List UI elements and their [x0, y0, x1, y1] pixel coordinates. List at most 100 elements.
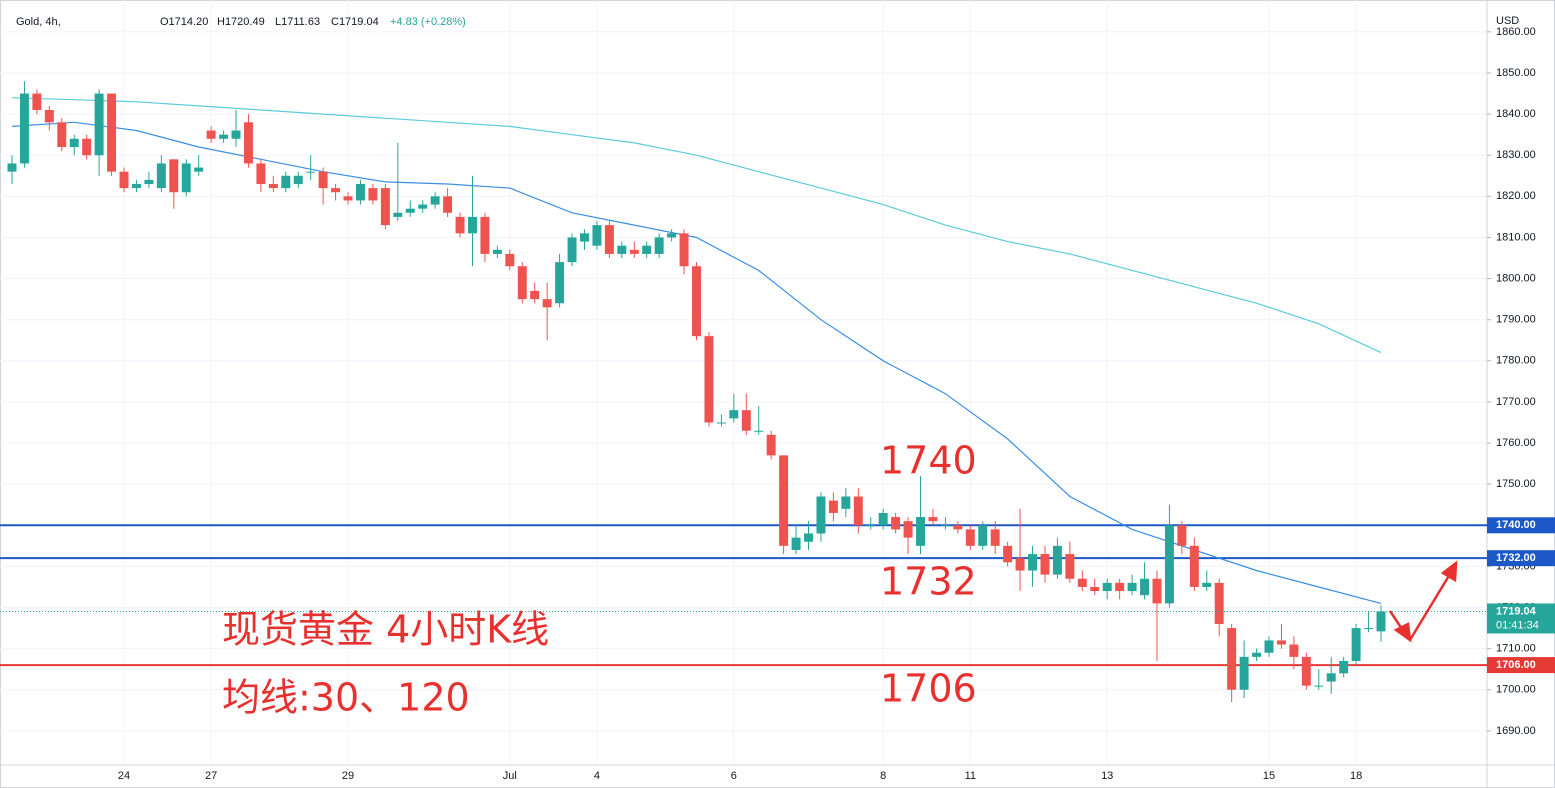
ohlc-low: L1711.63	[275, 16, 320, 28]
candle-body	[1177, 525, 1187, 546]
x-tick-label: Jul	[503, 770, 517, 782]
candle-body	[505, 253, 515, 267]
candle-body	[891, 517, 901, 530]
candle-body	[816, 496, 826, 534]
level-price-label: 1732.00	[1496, 552, 1536, 564]
candle-body	[542, 299, 552, 308]
candle-body	[617, 245, 627, 254]
currency: USD	[1496, 15, 1519, 27]
candle-body	[592, 225, 602, 246]
ohlc-close: C1719.04	[331, 16, 379, 28]
candle-body	[629, 249, 639, 254]
candle-body	[343, 196, 353, 201]
y-tick-label: 1750.00	[1496, 478, 1536, 490]
candle-body	[1115, 582, 1125, 592]
y-tick-label: 1800.00	[1496, 272, 1536, 284]
candle-body	[1239, 656, 1249, 690]
arrow-up	[1408, 573, 1452, 641]
arrow-head	[1440, 560, 1458, 583]
ohlc-open: O1714.20	[160, 16, 208, 28]
candle-body	[206, 130, 216, 139]
candle-body	[268, 184, 278, 189]
y-tick-label: 1850.00	[1496, 67, 1536, 79]
y-tick-label: 1790.00	[1496, 314, 1536, 326]
candle-body	[1189, 545, 1199, 587]
y-tick-label: 1690.00	[1496, 725, 1536, 737]
candle-body	[1214, 582, 1224, 624]
annotation: 现货黄金 4小时K线	[222, 608, 549, 652]
candle-body	[156, 163, 166, 189]
candle-body	[1003, 545, 1013, 563]
candle-body	[1227, 628, 1237, 690]
candle-body	[430, 196, 440, 205]
candle-body	[355, 184, 365, 201]
y-tick-label: 1760.00	[1496, 437, 1536, 449]
candle-body	[393, 212, 403, 217]
moving-average	[11, 97, 1382, 354]
candle-body	[1102, 582, 1112, 592]
candle-body	[1339, 660, 1349, 674]
candle-body	[654, 237, 664, 254]
ohlc-change: +4.83 (+0.28%)	[390, 16, 466, 28]
moving-average	[11, 121, 1382, 604]
y-tick-label: 1770.00	[1496, 396, 1536, 408]
candle-body	[1052, 545, 1062, 575]
candle-body	[331, 188, 341, 193]
candle-body	[306, 171, 316, 173]
candle-body	[1164, 525, 1174, 604]
level-price-box	[1487, 517, 1555, 534]
candle-body	[1264, 640, 1274, 653]
candle-body	[903, 521, 913, 538]
candle-body	[804, 533, 813, 542]
candle-body	[19, 93, 29, 164]
candle-body	[1289, 644, 1299, 657]
candle-body	[181, 163, 191, 193]
annotation: 1740	[880, 439, 977, 483]
candle-body	[555, 262, 565, 304]
candle-body	[704, 336, 714, 423]
y-tick-label: 1810.00	[1496, 231, 1536, 243]
candle-body	[57, 122, 67, 147]
candle-body	[766, 434, 776, 456]
x-tick-label: 11	[965, 770, 976, 782]
level-price-label: 1706.00	[1496, 659, 1536, 671]
candle-body	[1015, 558, 1025, 571]
candle-body	[1351, 628, 1361, 661]
candle-body	[368, 188, 378, 201]
arrow-head	[1393, 622, 1412, 643]
candle-body	[1364, 628, 1374, 630]
y-tick-label: 1820.00	[1496, 190, 1536, 202]
candle-body	[965, 529, 975, 546]
x-tick-label: 8	[880, 770, 886, 782]
candle-body	[7, 163, 17, 172]
candle-body	[293, 175, 303, 185]
x-tick-label: 13	[1101, 770, 1113, 782]
candle-body	[841, 496, 851, 509]
candle-body	[119, 171, 129, 189]
candle-body	[1202, 582, 1212, 587]
candle-body	[219, 134, 229, 139]
candle-body	[405, 208, 415, 213]
y-tick-label: 1710.00	[1496, 643, 1536, 655]
candle-body	[1065, 554, 1075, 579]
candle-body	[1090, 586, 1100, 592]
candle-body	[281, 175, 291, 189]
x-tick-label: 29	[342, 770, 354, 782]
y-tick-label: 1700.00	[1496, 684, 1536, 696]
candle-body	[928, 517, 938, 522]
x-tick-label: 4	[594, 770, 600, 782]
candle-body	[1040, 554, 1050, 575]
candle-body	[779, 455, 789, 546]
candle-body	[692, 266, 701, 337]
plot	[0, 81, 1487, 703]
candle-body	[480, 216, 490, 254]
candle-body	[1301, 656, 1311, 686]
candle-body	[866, 525, 876, 527]
candle-body	[642, 245, 652, 254]
candle-body	[791, 537, 801, 550]
candle-body	[604, 225, 614, 254]
candle-body	[69, 138, 79, 147]
candle-body	[1252, 652, 1262, 657]
x-tick-label: 6	[731, 770, 737, 782]
